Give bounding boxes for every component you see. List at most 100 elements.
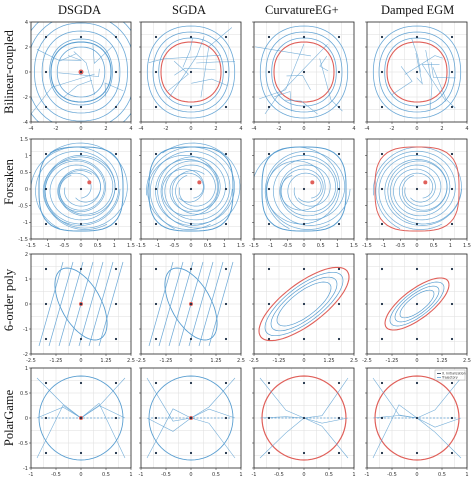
y-tick-label: 0.5 <box>20 391 28 397</box>
start-marker <box>450 70 454 74</box>
start-marker <box>79 416 83 420</box>
x-tick-label: 0.5 <box>438 472 446 477</box>
trajectory-loop <box>399 289 435 319</box>
start-marker <box>267 267 271 271</box>
trajectory-path <box>168 261 194 347</box>
outer-cycle <box>38 146 124 232</box>
start-marker <box>302 451 306 455</box>
start-marker <box>380 381 384 385</box>
trajectory-path <box>303 377 349 419</box>
trajectory-path <box>259 43 305 100</box>
trajectory-path <box>415 53 423 85</box>
x-tick-label: -1.5 <box>136 243 146 249</box>
start-marker <box>302 70 306 74</box>
x-tick-label: -1.25 <box>273 358 286 364</box>
start-marker <box>224 302 228 306</box>
start-marker <box>79 187 83 191</box>
start-marker <box>114 337 118 341</box>
start-marker <box>302 416 306 420</box>
start-marker <box>337 451 341 455</box>
initialization-markers <box>44 267 118 341</box>
x-tick-label: 4 <box>239 126 242 132</box>
y-tick-label: 1.5 <box>20 137 28 143</box>
x-tick-label: 0 <box>415 126 418 132</box>
trajectory-path <box>303 417 349 459</box>
outer-cycle <box>148 146 234 232</box>
start-marker <box>79 35 83 39</box>
trajectory-path <box>286 75 311 91</box>
x-tick-label: -0.5 <box>51 472 61 477</box>
start-marker <box>337 222 341 226</box>
start-marker <box>450 381 454 385</box>
x-tick-label: -1 <box>252 472 257 477</box>
start-marker <box>302 267 306 271</box>
spiral-trajectory <box>264 150 346 230</box>
start-marker <box>224 337 228 341</box>
y-tick-label: 2 <box>25 45 28 51</box>
spiral-trajectory <box>150 150 231 230</box>
panel-bilinear-coupled-curvatureeg: -4 -2 0 2 4 <box>252 21 356 132</box>
start-marker <box>224 416 228 420</box>
trajectory-path <box>58 68 100 77</box>
trajectory-path <box>36 49 77 62</box>
spiral-trajectory <box>266 154 339 230</box>
x-tick-label: 4 <box>129 126 132 132</box>
y-tick-label: 4 <box>25 20 28 26</box>
trajectory-loop <box>146 25 236 119</box>
limit-cycle <box>386 41 448 103</box>
x-tick-label: -0.5 <box>59 243 69 249</box>
start-marker <box>114 416 118 420</box>
start-marker <box>114 302 118 306</box>
x-tick-label: 1 <box>113 243 116 249</box>
row-title-polargame: PolarGame <box>2 389 16 446</box>
trajectory-path <box>36 406 82 419</box>
start-marker <box>380 451 384 455</box>
panel-forsaken-dsgda: -1.5 -1 -0.5 0 0.5 1 1.5 1.5 1 0.5 0 -0.5 -1 -1.5 <box>18 137 135 249</box>
x-tick-label: 0 <box>302 472 305 477</box>
start-marker <box>189 416 193 420</box>
trajectory-path <box>58 261 84 347</box>
trajectory-path <box>416 417 462 428</box>
start-marker <box>302 222 306 226</box>
start-marker <box>415 416 419 420</box>
start-marker <box>224 105 228 109</box>
x-tick-label: -1 <box>268 243 273 249</box>
x-tick-label: -2.5 <box>26 358 36 364</box>
trajectory-path <box>104 82 124 97</box>
x-tick-label: 0 <box>189 243 192 249</box>
initialization-markers <box>267 152 341 226</box>
x-tick-label: 2 <box>214 126 217 132</box>
start-marker <box>114 105 118 109</box>
start-marker <box>44 451 48 455</box>
trajectory-loop <box>389 281 445 327</box>
trajectory-path <box>60 55 82 61</box>
x-tick-label: 0 <box>415 243 418 249</box>
initialization-markers <box>44 152 118 226</box>
start-marker <box>302 381 306 385</box>
stationary-point <box>197 180 202 185</box>
y-tick-label: 0 <box>25 416 28 422</box>
start-marker <box>415 267 419 271</box>
trajectory-path <box>92 45 113 64</box>
x-tick-label: -1 <box>381 243 386 249</box>
trajectory-path <box>73 51 96 95</box>
start-marker <box>154 70 158 74</box>
x-tick-label: 4 <box>352 126 355 132</box>
column-title-sgda: SGDA <box>172 3 206 17</box>
column-titles: DSGDA SGDA CurvatureEG+ Damped EGM <box>58 3 454 17</box>
trajectory-path <box>285 99 318 115</box>
y-tick-label: -1.5 <box>18 237 28 243</box>
trajectory-path <box>264 43 328 115</box>
trajectories <box>372 146 462 232</box>
x-tick-label: 0 <box>302 358 305 364</box>
start-marker <box>450 187 454 191</box>
start-marker <box>337 35 341 39</box>
legend-box <box>434 369 466 381</box>
initialization-markers <box>380 381 454 455</box>
trajectory-path <box>430 62 456 79</box>
start-marker <box>154 152 158 156</box>
x-tick-label: 0.5 <box>204 243 212 249</box>
trajectory-path <box>196 61 236 64</box>
start-marker <box>79 337 83 341</box>
